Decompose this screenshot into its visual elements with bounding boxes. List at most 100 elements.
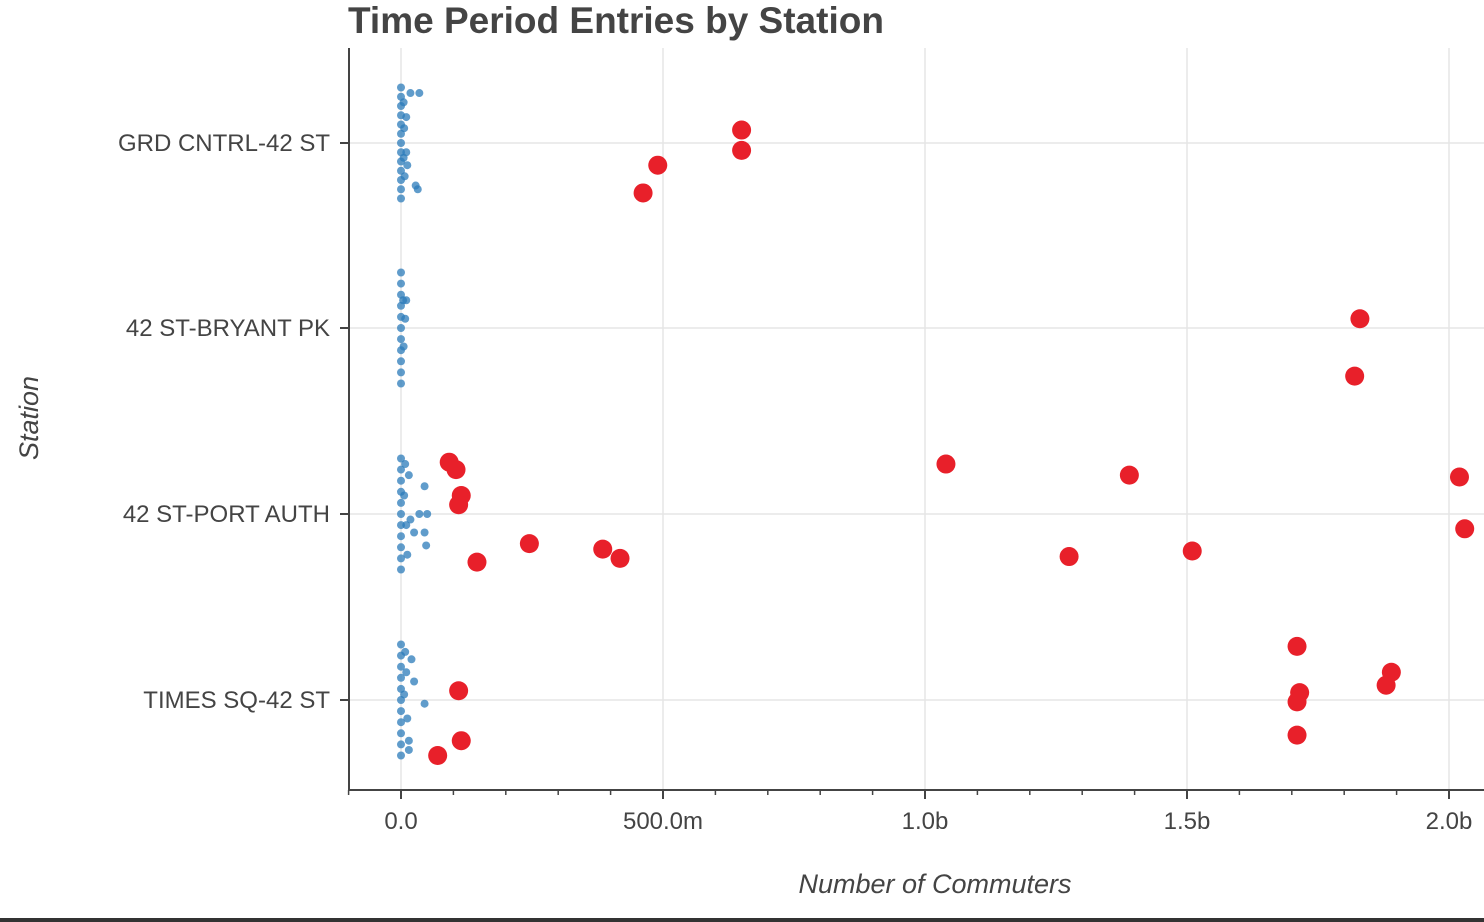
data-point bbox=[420, 528, 429, 537]
data-point bbox=[397, 662, 405, 671]
bottom-border bbox=[0, 918, 1484, 922]
data-point bbox=[397, 498, 405, 507]
outlier-point bbox=[936, 454, 956, 474]
data-point bbox=[403, 714, 412, 723]
outlier-point bbox=[1287, 692, 1307, 712]
data-point bbox=[401, 460, 410, 469]
outlier-point bbox=[1345, 366, 1365, 386]
data-point bbox=[397, 673, 405, 682]
outlier-point bbox=[732, 120, 752, 140]
data-point bbox=[400, 124, 409, 133]
data-point bbox=[406, 89, 415, 98]
data-point bbox=[397, 532, 405, 541]
outlier-point bbox=[467, 552, 487, 572]
outlier-point bbox=[648, 155, 668, 175]
outlier-point bbox=[1376, 675, 1396, 695]
data-points bbox=[397, 83, 1475, 765]
data-point bbox=[415, 89, 424, 98]
x-tick-label: 1.5b bbox=[1164, 808, 1211, 835]
data-point bbox=[397, 335, 405, 344]
data-point bbox=[404, 745, 413, 754]
y-tick-label: TIMES SQ-42 ST bbox=[143, 687, 330, 714]
data-point bbox=[420, 699, 429, 708]
data-point bbox=[420, 482, 429, 491]
data-point bbox=[397, 565, 405, 574]
data-point bbox=[422, 541, 431, 550]
data-point bbox=[397, 454, 405, 463]
data-point bbox=[404, 736, 413, 745]
outlier-point bbox=[1182, 541, 1202, 561]
data-point bbox=[397, 729, 405, 738]
outlier-point bbox=[1059, 547, 1079, 567]
data-point bbox=[397, 368, 405, 377]
data-point bbox=[399, 98, 408, 107]
data-point bbox=[397, 268, 405, 277]
outlier-point bbox=[1287, 725, 1307, 745]
data-point bbox=[397, 740, 405, 749]
data-point bbox=[397, 476, 405, 485]
data-point bbox=[397, 510, 405, 518]
outlier-point bbox=[1287, 636, 1307, 656]
data-point bbox=[406, 515, 415, 524]
outlier-point bbox=[449, 681, 469, 701]
data-point bbox=[402, 668, 411, 677]
y-tick-label: 42 ST-BRYANT PK bbox=[126, 315, 330, 342]
outlier-point bbox=[1455, 519, 1475, 539]
outlier-point bbox=[451, 731, 471, 751]
outlier-point bbox=[610, 548, 630, 568]
x-tick-label: 1.0b bbox=[902, 808, 949, 835]
data-point bbox=[397, 324, 405, 332]
outlier-point bbox=[732, 140, 752, 160]
data-point bbox=[397, 718, 405, 727]
data-point bbox=[404, 471, 413, 480]
data-point bbox=[403, 550, 412, 559]
data-point bbox=[400, 690, 409, 699]
x-tick-label: 2.0b bbox=[1426, 808, 1473, 835]
data-point bbox=[400, 491, 409, 500]
outlier-point bbox=[1449, 467, 1469, 487]
x-tick-label: 0.0 bbox=[384, 808, 417, 835]
data-point bbox=[402, 148, 411, 157]
data-point bbox=[401, 647, 410, 656]
x-axis-label: Number of Commuters bbox=[798, 869, 1071, 899]
y-tick-label: GRD CNTRL-42 ST bbox=[118, 130, 330, 157]
grid-lines bbox=[349, 48, 1484, 790]
outlier-point bbox=[428, 746, 448, 765]
data-point bbox=[410, 528, 419, 537]
data-point bbox=[397, 194, 405, 203]
data-point bbox=[403, 161, 412, 170]
outlier-point bbox=[593, 539, 613, 559]
data-point bbox=[397, 185, 405, 194]
outlier-point bbox=[519, 534, 539, 554]
data-point bbox=[397, 357, 405, 366]
y-tick-label: 42 ST-PORT AUTH bbox=[123, 501, 330, 528]
data-point bbox=[402, 296, 411, 305]
data-point bbox=[397, 751, 405, 760]
data-point bbox=[402, 521, 411, 530]
outlier-point bbox=[1119, 465, 1139, 485]
data-point bbox=[397, 83, 405, 92]
data-point bbox=[397, 554, 405, 563]
data-point bbox=[415, 510, 424, 518]
data-point bbox=[401, 314, 410, 323]
data-point bbox=[397, 279, 405, 288]
data-point bbox=[410, 677, 419, 686]
axes: 0.0 500.0m 1.0b 1.5b 2.0b GRD CNTRL-42 ST 42 S… bbox=[118, 48, 1484, 835]
data-point bbox=[397, 379, 405, 388]
outlier-point bbox=[449, 495, 469, 515]
data-point bbox=[413, 185, 422, 194]
data-point bbox=[397, 543, 405, 552]
y-axis-label: Station bbox=[14, 376, 44, 460]
chart-title: Time Period Entries by Station bbox=[348, 0, 884, 41]
data-point bbox=[407, 655, 416, 664]
x-tick-label: 500.0m bbox=[623, 808, 703, 835]
data-point bbox=[423, 510, 432, 518]
data-point bbox=[397, 640, 405, 649]
outlier-point bbox=[1350, 309, 1370, 329]
outlier-point bbox=[446, 460, 466, 480]
data-point bbox=[397, 139, 405, 147]
data-point bbox=[400, 172, 409, 181]
data-point bbox=[402, 113, 411, 122]
data-point bbox=[399, 342, 408, 351]
